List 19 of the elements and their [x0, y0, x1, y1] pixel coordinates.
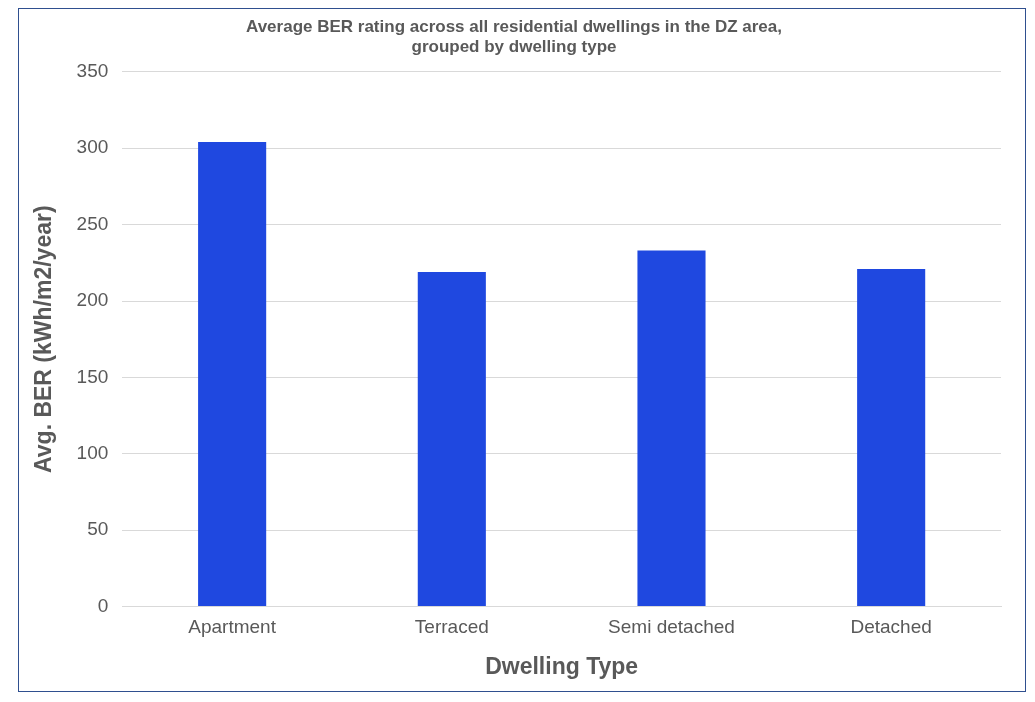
y-tick-label: 350 — [76, 60, 109, 82]
x-tick-label: Apartment — [188, 616, 277, 638]
x-tick-label: Detached — [850, 616, 932, 638]
y-tick-label: 150 — [76, 365, 109, 387]
bar — [198, 142, 267, 607]
x-tick-label: Semi detached — [608, 616, 735, 638]
y-tick-label: 100 — [76, 442, 109, 464]
x-axis-title: Dwelling Type — [485, 652, 639, 679]
bar — [417, 271, 486, 607]
y-tick-label: 200 — [76, 289, 109, 311]
x-tick-label: Terraced — [414, 616, 489, 638]
bar — [857, 268, 926, 607]
bar — [637, 250, 706, 607]
y-tick-label: 50 — [87, 518, 109, 540]
y-tick-label: 300 — [76, 136, 109, 158]
y-tick-label: 0 — [97, 594, 109, 616]
y-axis-title: Avg. BER (kWh/m2/year) — [30, 205, 57, 473]
chart-title: Average BER rating across all residential dwellings in the DZ area, grouped by dwelling type — [246, 16, 782, 57]
y-tick-label: 250 — [76, 212, 109, 234]
